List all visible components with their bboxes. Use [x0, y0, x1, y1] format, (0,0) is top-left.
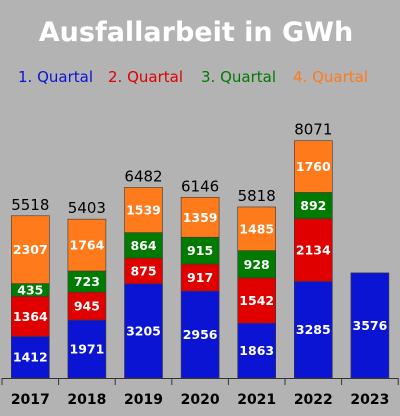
total-label-2022: 8071 [294, 121, 332, 139]
x-tick-label-2021: 2021 [237, 392, 276, 408]
legend-item-2: 2. Quartal [108, 68, 183, 86]
x-tick-label-2018: 2018 [67, 392, 106, 408]
bar-segment-2020-q4 [180, 196, 220, 238]
bar-segment-2021-q4 [237, 206, 276, 251]
data-label-2018-q3: 723 [74, 274, 100, 289]
bar-segment-2017-q4 [11, 215, 50, 284]
data-label-2020-q1: 2956 [183, 327, 218, 342]
bar-segment-2021-q1 [237, 322, 276, 379]
bar-segment-2017-q2 [11, 296, 50, 337]
bar-segment-2021-q3 [237, 250, 276, 279]
total-label-2019: 6482 [124, 167, 162, 185]
data-label-2017-q1: 1412 [13, 350, 48, 365]
legend-item-1: 1. Quartal [18, 68, 93, 86]
data-label-2020-q2: 917 [187, 270, 213, 285]
legend-item-4: 4. Quartal [293, 68, 368, 86]
data-label-2022-q1: 3285 [296, 322, 331, 337]
bar-segment-2022-q1 [293, 281, 333, 379]
data-label-2020-q4: 1359 [183, 210, 218, 225]
total-label-2021: 5818 [238, 187, 276, 205]
data-label-2021-q1: 1863 [239, 343, 274, 358]
legend-item-3: 3. Quartal [201, 68, 276, 86]
data-label-2021-q3: 928 [244, 257, 270, 272]
legend: 1. Quartal 2. Quartal 3. Quartal 4. Quartal [18, 68, 368, 86]
data-label-2018-q1: 1971 [70, 342, 105, 357]
data-label-2019-q4: 1539 [126, 203, 161, 218]
x-tick-label-2020: 2020 [181, 392, 220, 408]
data-label-2019-q2: 875 [130, 263, 156, 278]
x-tick-label-2023: 2023 [350, 392, 389, 408]
bar-segment-2019-q2 [124, 257, 163, 285]
bar-segment-2018-q4 [67, 218, 107, 272]
bar-segment-2019-q3 [124, 232, 163, 259]
data-label-2019-q3: 864 [130, 238, 156, 253]
data-label-2017-q4: 2307 [13, 242, 48, 257]
data-label-2023-q1: 3576 [353, 318, 388, 333]
bar-segment-2022-q2 [293, 218, 333, 282]
bars: 1412 1364 435 2307 5518 1971 945 723 1764 5403 320… [11, 121, 390, 379]
data-label-2018-q4: 1764 [70, 238, 105, 253]
data-label-2017-q2: 1364 [13, 309, 48, 324]
total-label-2020: 6146 [181, 177, 219, 195]
data-label-2018-q2: 945 [74, 299, 100, 314]
bar-segment-2020-q1 [180, 290, 220, 379]
bar-segment-2020-q3 [180, 236, 220, 265]
data-label-2022-q4: 1760 [296, 159, 331, 174]
data-label-2021-q2: 1542 [239, 293, 274, 308]
bar-segment-2023-q1 [350, 272, 390, 379]
data-label-2022-q3: 892 [300, 198, 326, 213]
chart-title: Ausfallarbeit in GWh [39, 17, 353, 48]
bar-segment-2019-q4 [124, 187, 163, 233]
data-label-2017-q3: 435 [17, 282, 43, 297]
bar-segment-2022-q3 [293, 192, 333, 219]
bar-segment-2022-q4 [293, 140, 333, 193]
bar-segment-2019-q1 [124, 283, 163, 379]
x-tick-label-2022: 2022 [294, 392, 333, 408]
total-label-2018: 5403 [68, 199, 106, 217]
bar-segment-2018-q2 [67, 291, 107, 321]
total-label-2017: 5518 [11, 196, 49, 214]
bar-segment-2017-q1 [11, 336, 50, 379]
data-label-2019-q1: 3205 [126, 323, 161, 338]
data-label-2022-q2: 2134 [296, 243, 331, 258]
bar-segment-2021-q2 [237, 277, 276, 324]
data-label-2020-q3: 915 [187, 243, 213, 258]
x-tick-label-2019: 2019 [124, 392, 163, 408]
x-tick-label-2017: 2017 [11, 392, 50, 408]
x-axis: 2017 2018 2019 2020 2021 2022 2023 [1, 378, 399, 408]
data-label-2021-q4: 1485 [239, 221, 274, 236]
